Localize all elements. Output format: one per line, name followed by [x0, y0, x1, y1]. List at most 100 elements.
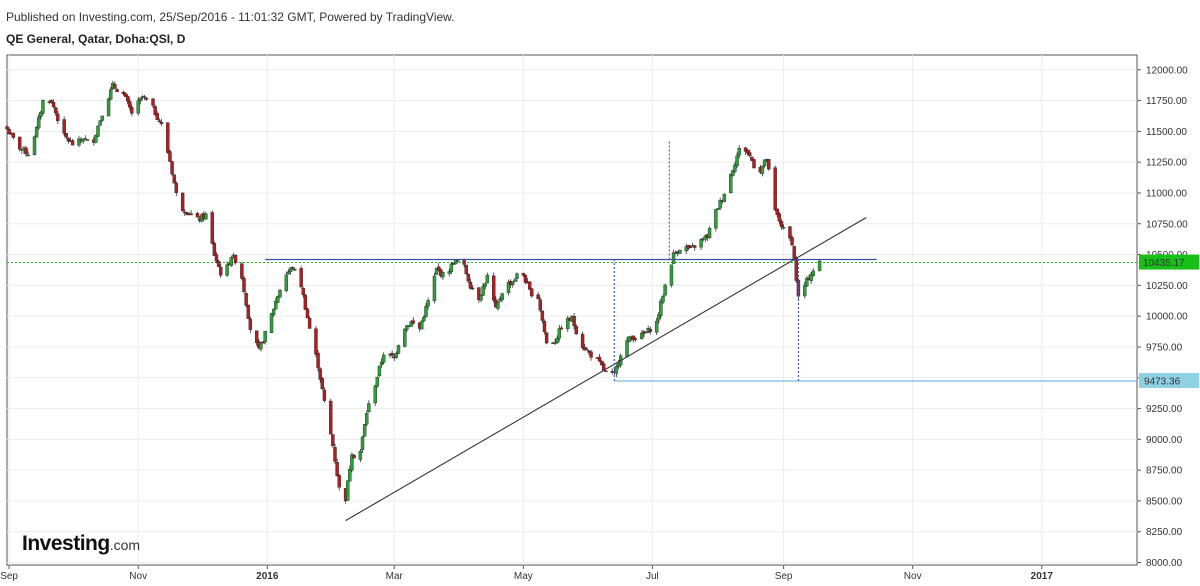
candle-up [225, 264, 229, 276]
candle-up [449, 263, 454, 272]
candle-up [39, 111, 43, 117]
candle-up [136, 100, 140, 114]
candle-up [286, 271, 291, 274]
candle-down [648, 329, 652, 332]
trend-line [345, 217, 867, 522]
candle-up [138, 97, 143, 102]
candle-up [284, 274, 289, 291]
candle-down [303, 294, 308, 310]
candle-down [121, 91, 126, 95]
candle-down [792, 246, 796, 261]
candle-down [752, 159, 756, 169]
candle-down [130, 106, 134, 114]
candle-up [269, 313, 274, 333]
x-tick-label: 2017 [1031, 571, 1054, 582]
candle-up [661, 296, 665, 303]
candle-down [5, 126, 9, 130]
candle-up [511, 281, 515, 285]
candle-down [604, 370, 608, 372]
candle-up [729, 174, 733, 194]
candle-down [688, 246, 693, 249]
candle-up [360, 436, 365, 450]
candle-up [32, 136, 37, 155]
candle-down [151, 98, 155, 106]
candle-down [125, 95, 130, 102]
candle-down [233, 254, 238, 264]
candle-down [538, 299, 542, 311]
y-tick-label: 10750.00 [1146, 219, 1188, 230]
candle-down [305, 308, 310, 319]
candle-up [263, 331, 267, 343]
candle-up [432, 275, 437, 301]
candle-down [597, 356, 602, 362]
candle-down [352, 455, 356, 459]
x-tick-label: Jul [646, 571, 659, 582]
y-tick-label: 8750.00 [1146, 466, 1183, 477]
candle-up [699, 239, 703, 248]
candle-down [24, 147, 28, 155]
grid [7, 55, 1137, 565]
candle-down [189, 213, 193, 215]
candle-down [142, 96, 147, 98]
candle-down [153, 106, 157, 115]
candle-up [403, 328, 407, 347]
x-tick-label: Nov [904, 571, 922, 582]
candle-up [479, 294, 483, 301]
candle-up [447, 271, 451, 274]
marker-label: 9473.36 [1144, 377, 1181, 388]
candle-up [737, 148, 741, 156]
candle-up [669, 264, 674, 286]
candle-up [348, 469, 352, 482]
candle-up [678, 250, 682, 254]
candle-up [373, 385, 377, 404]
candle-down [244, 293, 248, 306]
candle-down [166, 122, 170, 153]
candle-up [659, 300, 663, 317]
candle-down [585, 348, 589, 351]
candle-down [242, 277, 246, 292]
candle-up [350, 454, 354, 471]
time-axis: Sep Nov 2016 Mar May Jul Sep Nov 2017 [0, 565, 1053, 582]
candle-up [722, 194, 727, 202]
candle-down [123, 93, 128, 97]
candle-up [396, 345, 401, 354]
y-tick-label: 9250.00 [1146, 404, 1183, 415]
candle-up [426, 300, 430, 307]
investing-logo[interactable]: Investing.com [22, 532, 140, 556]
candle-down [530, 288, 534, 297]
candle-down [337, 475, 341, 488]
candle-down [51, 102, 56, 107]
candle-up [367, 403, 371, 413]
candle-down [214, 254, 219, 262]
candle-down [261, 341, 265, 344]
candle-up [288, 267, 293, 273]
candle-down [183, 211, 187, 214]
candle-down [767, 159, 771, 170]
candle-down [468, 281, 473, 289]
y-tick-label: 11500.00 [1146, 127, 1187, 138]
candle-up [41, 100, 45, 114]
candle-down [320, 378, 324, 390]
candle-down [631, 335, 636, 341]
candle-up [515, 273, 519, 279]
candle-down [240, 263, 244, 279]
candle-down [779, 221, 784, 228]
y-tick-label: 11000.00 [1146, 188, 1187, 199]
candle-down [174, 182, 178, 193]
candle-down [314, 328, 318, 355]
candle-down [466, 274, 471, 282]
candle-up [441, 272, 445, 278]
candle-up [714, 209, 718, 229]
candle-up [760, 166, 765, 174]
candle-up [259, 342, 263, 350]
candle-down [168, 151, 172, 162]
candle-down [64, 133, 68, 138]
candle-up [654, 320, 659, 333]
candle-down [155, 113, 159, 120]
candle-up [81, 138, 85, 142]
candle-down [219, 266, 223, 276]
candle-up [94, 134, 98, 143]
candle-down [572, 316, 576, 327]
candle-down [335, 462, 339, 477]
